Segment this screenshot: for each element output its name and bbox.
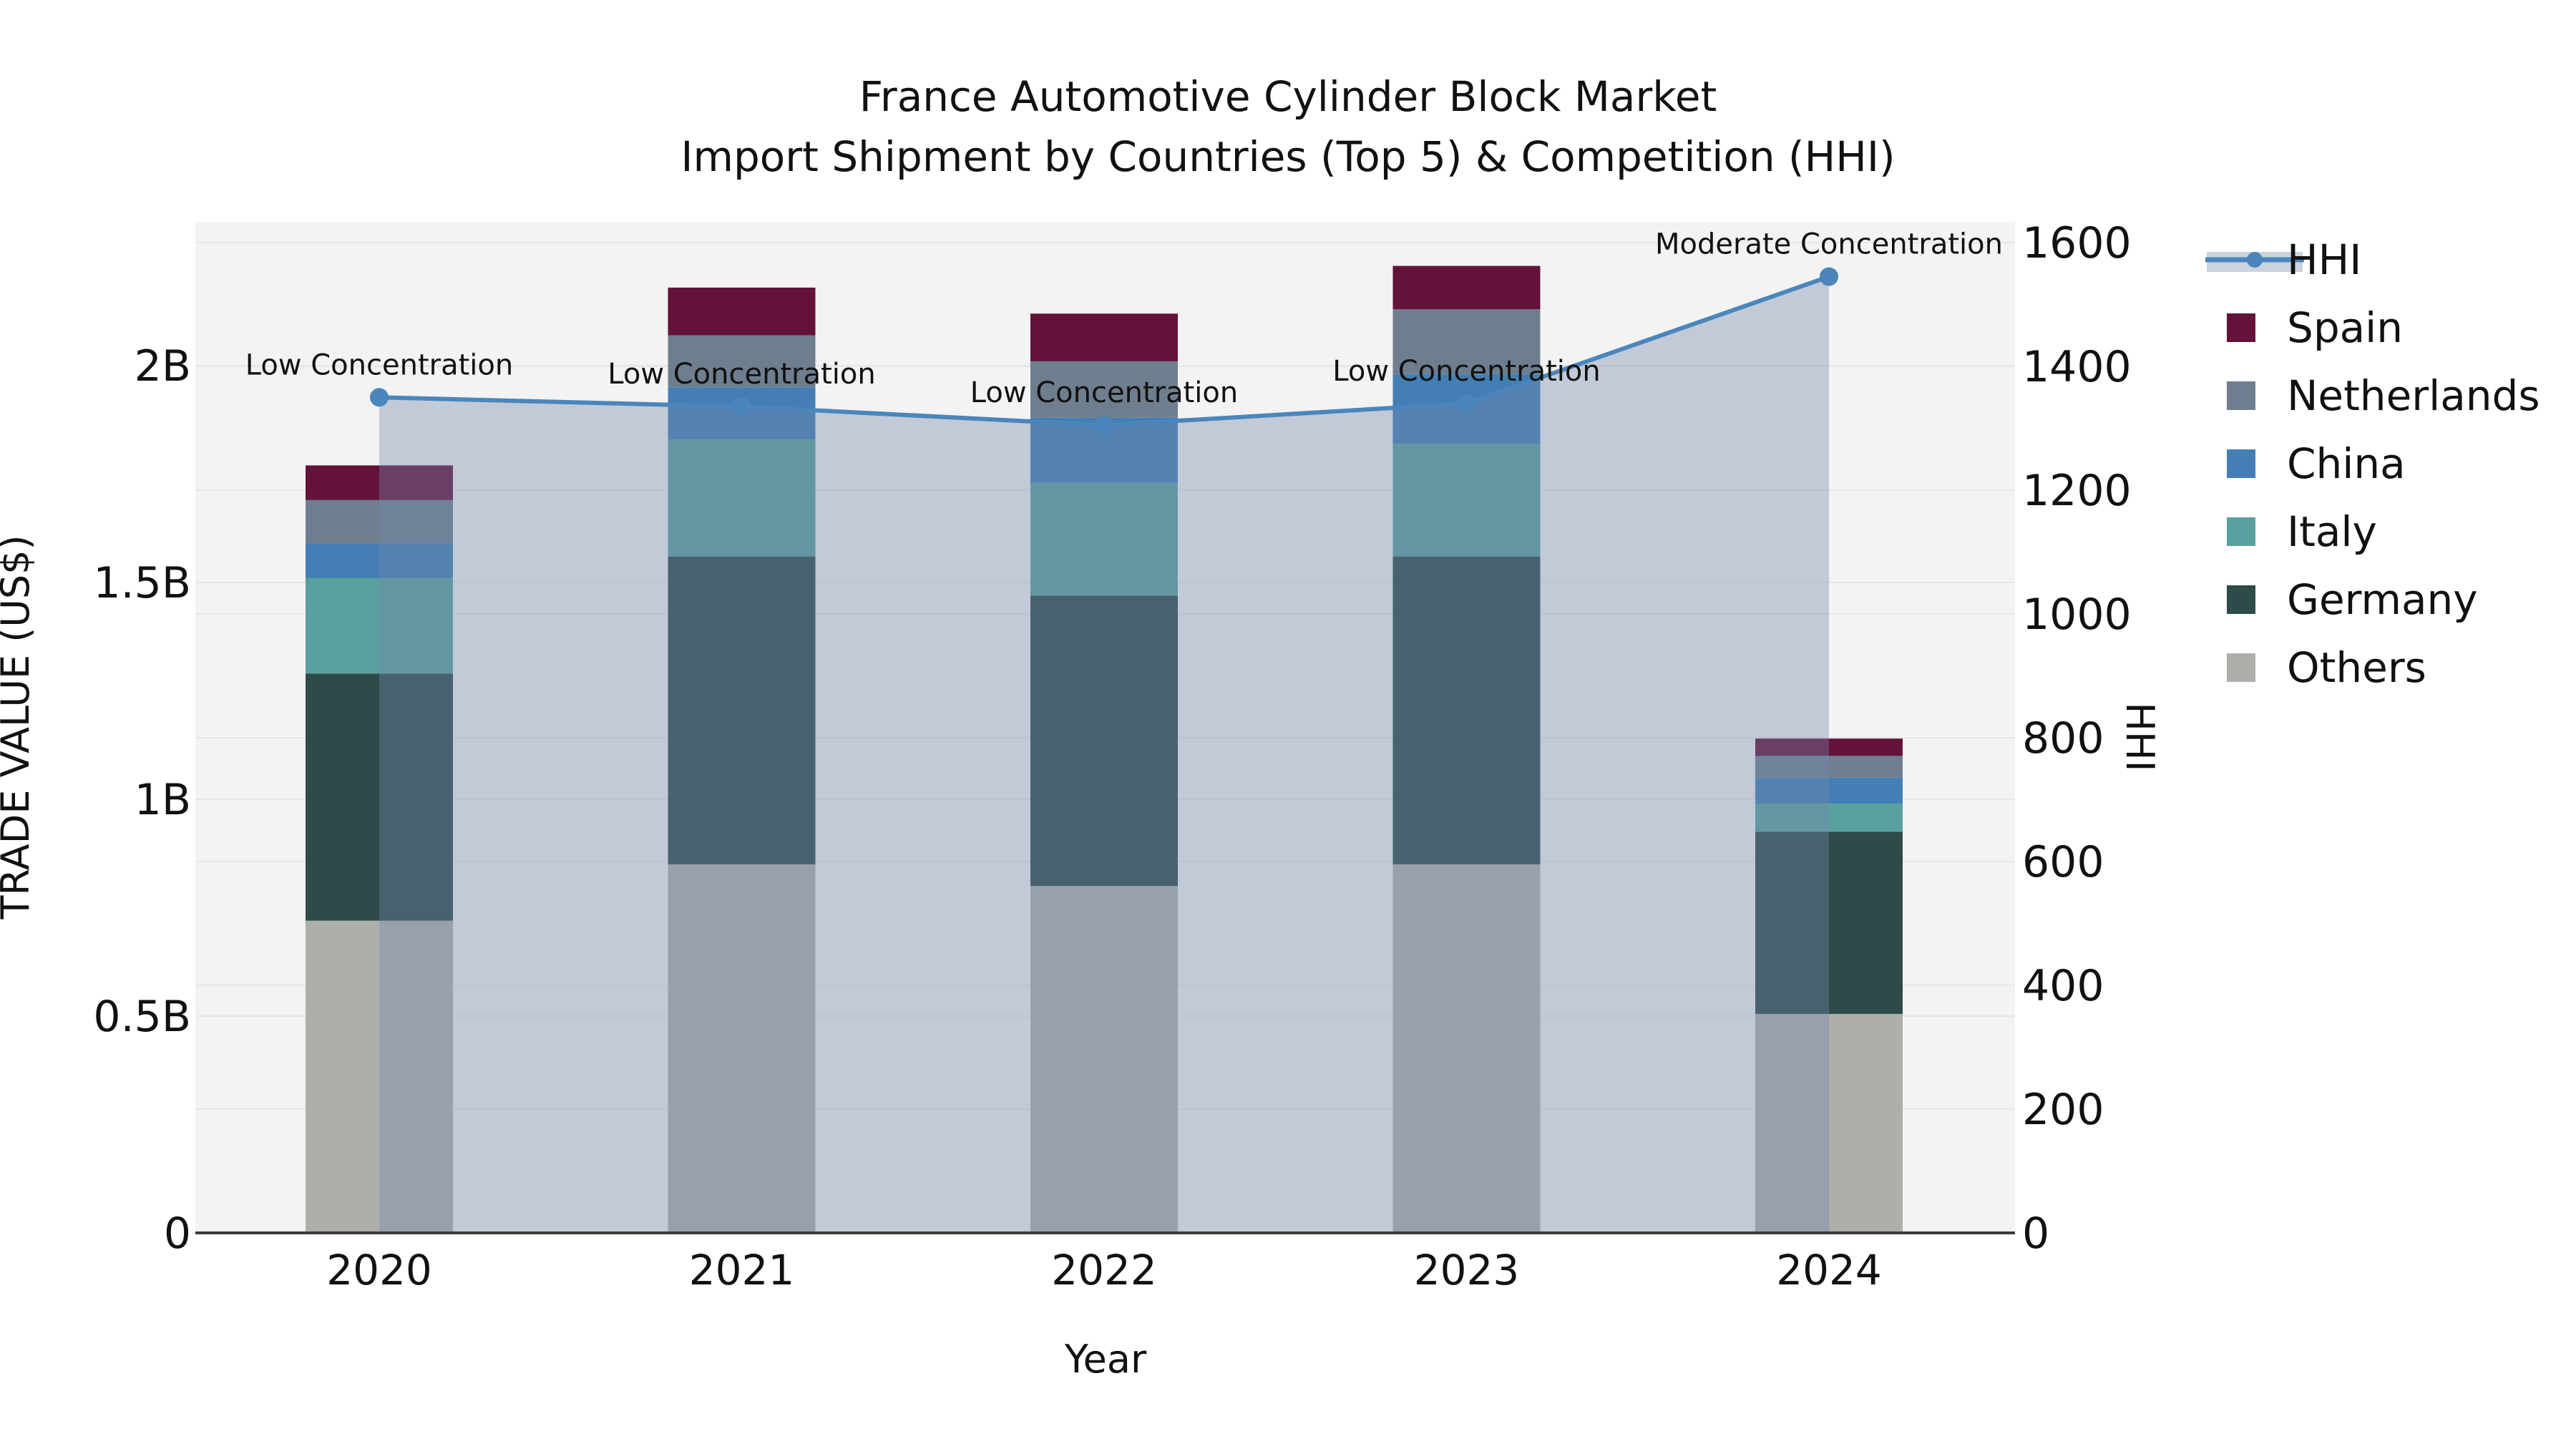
chart-title-line1: France Automotive Cylinder Block Market bbox=[859, 72, 1717, 121]
x-axis-title: Year bbox=[1064, 1337, 1147, 1382]
chart-title-line2: Import Shipment by Countries (Top 5) & C… bbox=[680, 132, 1895, 181]
y-left-tick-2B: 2B bbox=[135, 341, 191, 391]
y-left-tick-1.5B: 1.5B bbox=[93, 558, 191, 608]
bar-segment-2023-spain bbox=[1392, 265, 1541, 310]
y-axis-title-left: TRADE VALUE (US$) bbox=[0, 535, 38, 919]
hhi-marker-2024 bbox=[1820, 267, 1838, 286]
bar-segment-2023-germany bbox=[1392, 556, 1541, 864]
annotation-2024: Moderate Concentration bbox=[1655, 228, 2003, 261]
annotation-2023: Low Concentration bbox=[1332, 355, 1600, 388]
y-right-tick-200: 200 bbox=[2022, 1085, 2104, 1135]
x-tick-2021: 2021 bbox=[689, 1246, 795, 1294]
bar-segment-2022-netherlands bbox=[1030, 361, 1178, 418]
bar-segment-2024-germany bbox=[1755, 831, 1903, 1014]
hhi-area-fill bbox=[379, 276, 1829, 1234]
bar-segment-2023-italy bbox=[1392, 444, 1541, 557]
legend: HHI Spain Netherlands China Italy Germany Othe… bbox=[2205, 235, 2540, 692]
bar-segment-2021-spain bbox=[668, 287, 816, 336]
x-tick-2020: 2020 bbox=[326, 1246, 432, 1294]
bar-segment-2022-italy bbox=[1030, 482, 1178, 596]
y-axis-title-right: HHI bbox=[2117, 702, 2162, 771]
hhi-marker-2022 bbox=[1095, 416, 1113, 435]
bar-segment-2024-netherlands bbox=[1755, 756, 1903, 778]
legend-item-italy: Italy bbox=[2227, 507, 2377, 556]
legend-swatch-spain bbox=[2227, 313, 2255, 342]
bar-segment-2020-china bbox=[306, 543, 453, 578]
bar-segment-2022-others bbox=[1030, 886, 1178, 1233]
bar-segment-2020-others bbox=[306, 920, 453, 1233]
x-tick-2022: 2022 bbox=[1051, 1246, 1157, 1294]
legend-swatch-china bbox=[2227, 449, 2255, 478]
legend-item-china: China bbox=[2227, 439, 2406, 488]
bar-segment-2023-others bbox=[1392, 864, 1541, 1233]
bar-segment-2020-netherlands bbox=[306, 499, 453, 544]
stacked-bars bbox=[306, 265, 1903, 1233]
legend-item-others: Others bbox=[2227, 643, 2426, 692]
bar-segment-2023-netherlands bbox=[1392, 309, 1541, 375]
hhi-marker-2023 bbox=[1457, 394, 1476, 413]
bar-segment-2024-others bbox=[1755, 1013, 1903, 1233]
bar-segment-2021-netherlands bbox=[668, 335, 816, 388]
bar-segment-2024-spain bbox=[1755, 738, 1903, 756]
hhi-marker-2021 bbox=[732, 397, 751, 416]
legend-label-germany: Germany bbox=[2287, 575, 2478, 624]
y-right-tick-400: 400 bbox=[2022, 961, 2104, 1011]
bar-segment-2021-germany bbox=[668, 556, 816, 864]
hhi-marker-2020 bbox=[370, 388, 389, 407]
y-left-tick-0.5B: 0.5B bbox=[93, 992, 191, 1042]
bar-segment-2022-spain bbox=[1030, 313, 1178, 361]
legend-label-china: China bbox=[2287, 439, 2406, 488]
y-right-tick-1000: 1000 bbox=[2022, 590, 2132, 640]
legend-label-spain: Spain bbox=[2287, 303, 2403, 352]
legend-label-netherlands: Netherlands bbox=[2287, 371, 2540, 420]
bar-segment-2024-china bbox=[1755, 777, 1903, 804]
annotation-2021: Low Concentration bbox=[608, 358, 875, 391]
y-left-tick-0: 0 bbox=[164, 1209, 191, 1259]
bar-segment-2020-italy bbox=[306, 577, 453, 674]
legend-item-netherlands: Netherlands bbox=[2227, 371, 2540, 420]
hhi-area-layer bbox=[379, 276, 1829, 1234]
legend-label-others: Others bbox=[2287, 643, 2426, 692]
bar-segment-2021-italy bbox=[668, 439, 816, 557]
bar-segment-2020-germany bbox=[306, 673, 453, 921]
y-right-tick-600: 600 bbox=[2022, 837, 2104, 887]
bar-segment-2022-germany bbox=[1030, 595, 1178, 887]
hhi-line-layer bbox=[370, 267, 1838, 435]
legend-label-hhi: HHI bbox=[2287, 235, 2361, 284]
legend-item-germany: Germany bbox=[2227, 575, 2478, 624]
annotation-2020: Low Concentration bbox=[245, 348, 513, 381]
y-right-tick-0: 0 bbox=[2022, 1209, 2049, 1259]
bar-segment-2021-others bbox=[668, 864, 816, 1233]
x-tick-2024: 2024 bbox=[1776, 1246, 1882, 1294]
legend-item-hhi: HHI bbox=[2205, 235, 2361, 284]
y-right-tick-1400: 1400 bbox=[2022, 342, 2132, 392]
x-tick-2023: 2023 bbox=[1414, 1246, 1520, 1294]
y-left-tick-1B: 1B bbox=[135, 775, 191, 825]
annotations: Low Concentration Low Concentration Low Co… bbox=[245, 228, 2003, 410]
y-right-tick-800: 800 bbox=[2022, 713, 2104, 763]
bar-segment-2024-italy bbox=[1755, 804, 1903, 832]
legend-swatch-germany bbox=[2227, 585, 2255, 614]
y-right-tick-1200: 1200 bbox=[2022, 466, 2132, 516]
tick-labels: 0 0.5B 1B 1.5B 2B 0 200 400 600 800 1000 1200 1400 16… bbox=[93, 218, 2131, 1294]
bar-segment-2020-spain bbox=[306, 465, 453, 500]
legend-swatch-others bbox=[2227, 653, 2255, 682]
legend-swatch-italy bbox=[2227, 517, 2255, 546]
legend-swatch-netherlands bbox=[2227, 381, 2255, 410]
annotation-2022: Low Concentration bbox=[970, 376, 1238, 409]
legend-item-spain: Spain bbox=[2227, 303, 2403, 352]
y-right-tick-1600: 1600 bbox=[2022, 218, 2132, 268]
legend-label-italy: Italy bbox=[2287, 507, 2377, 556]
legend-hhi-marker-key bbox=[2247, 252, 2263, 268]
